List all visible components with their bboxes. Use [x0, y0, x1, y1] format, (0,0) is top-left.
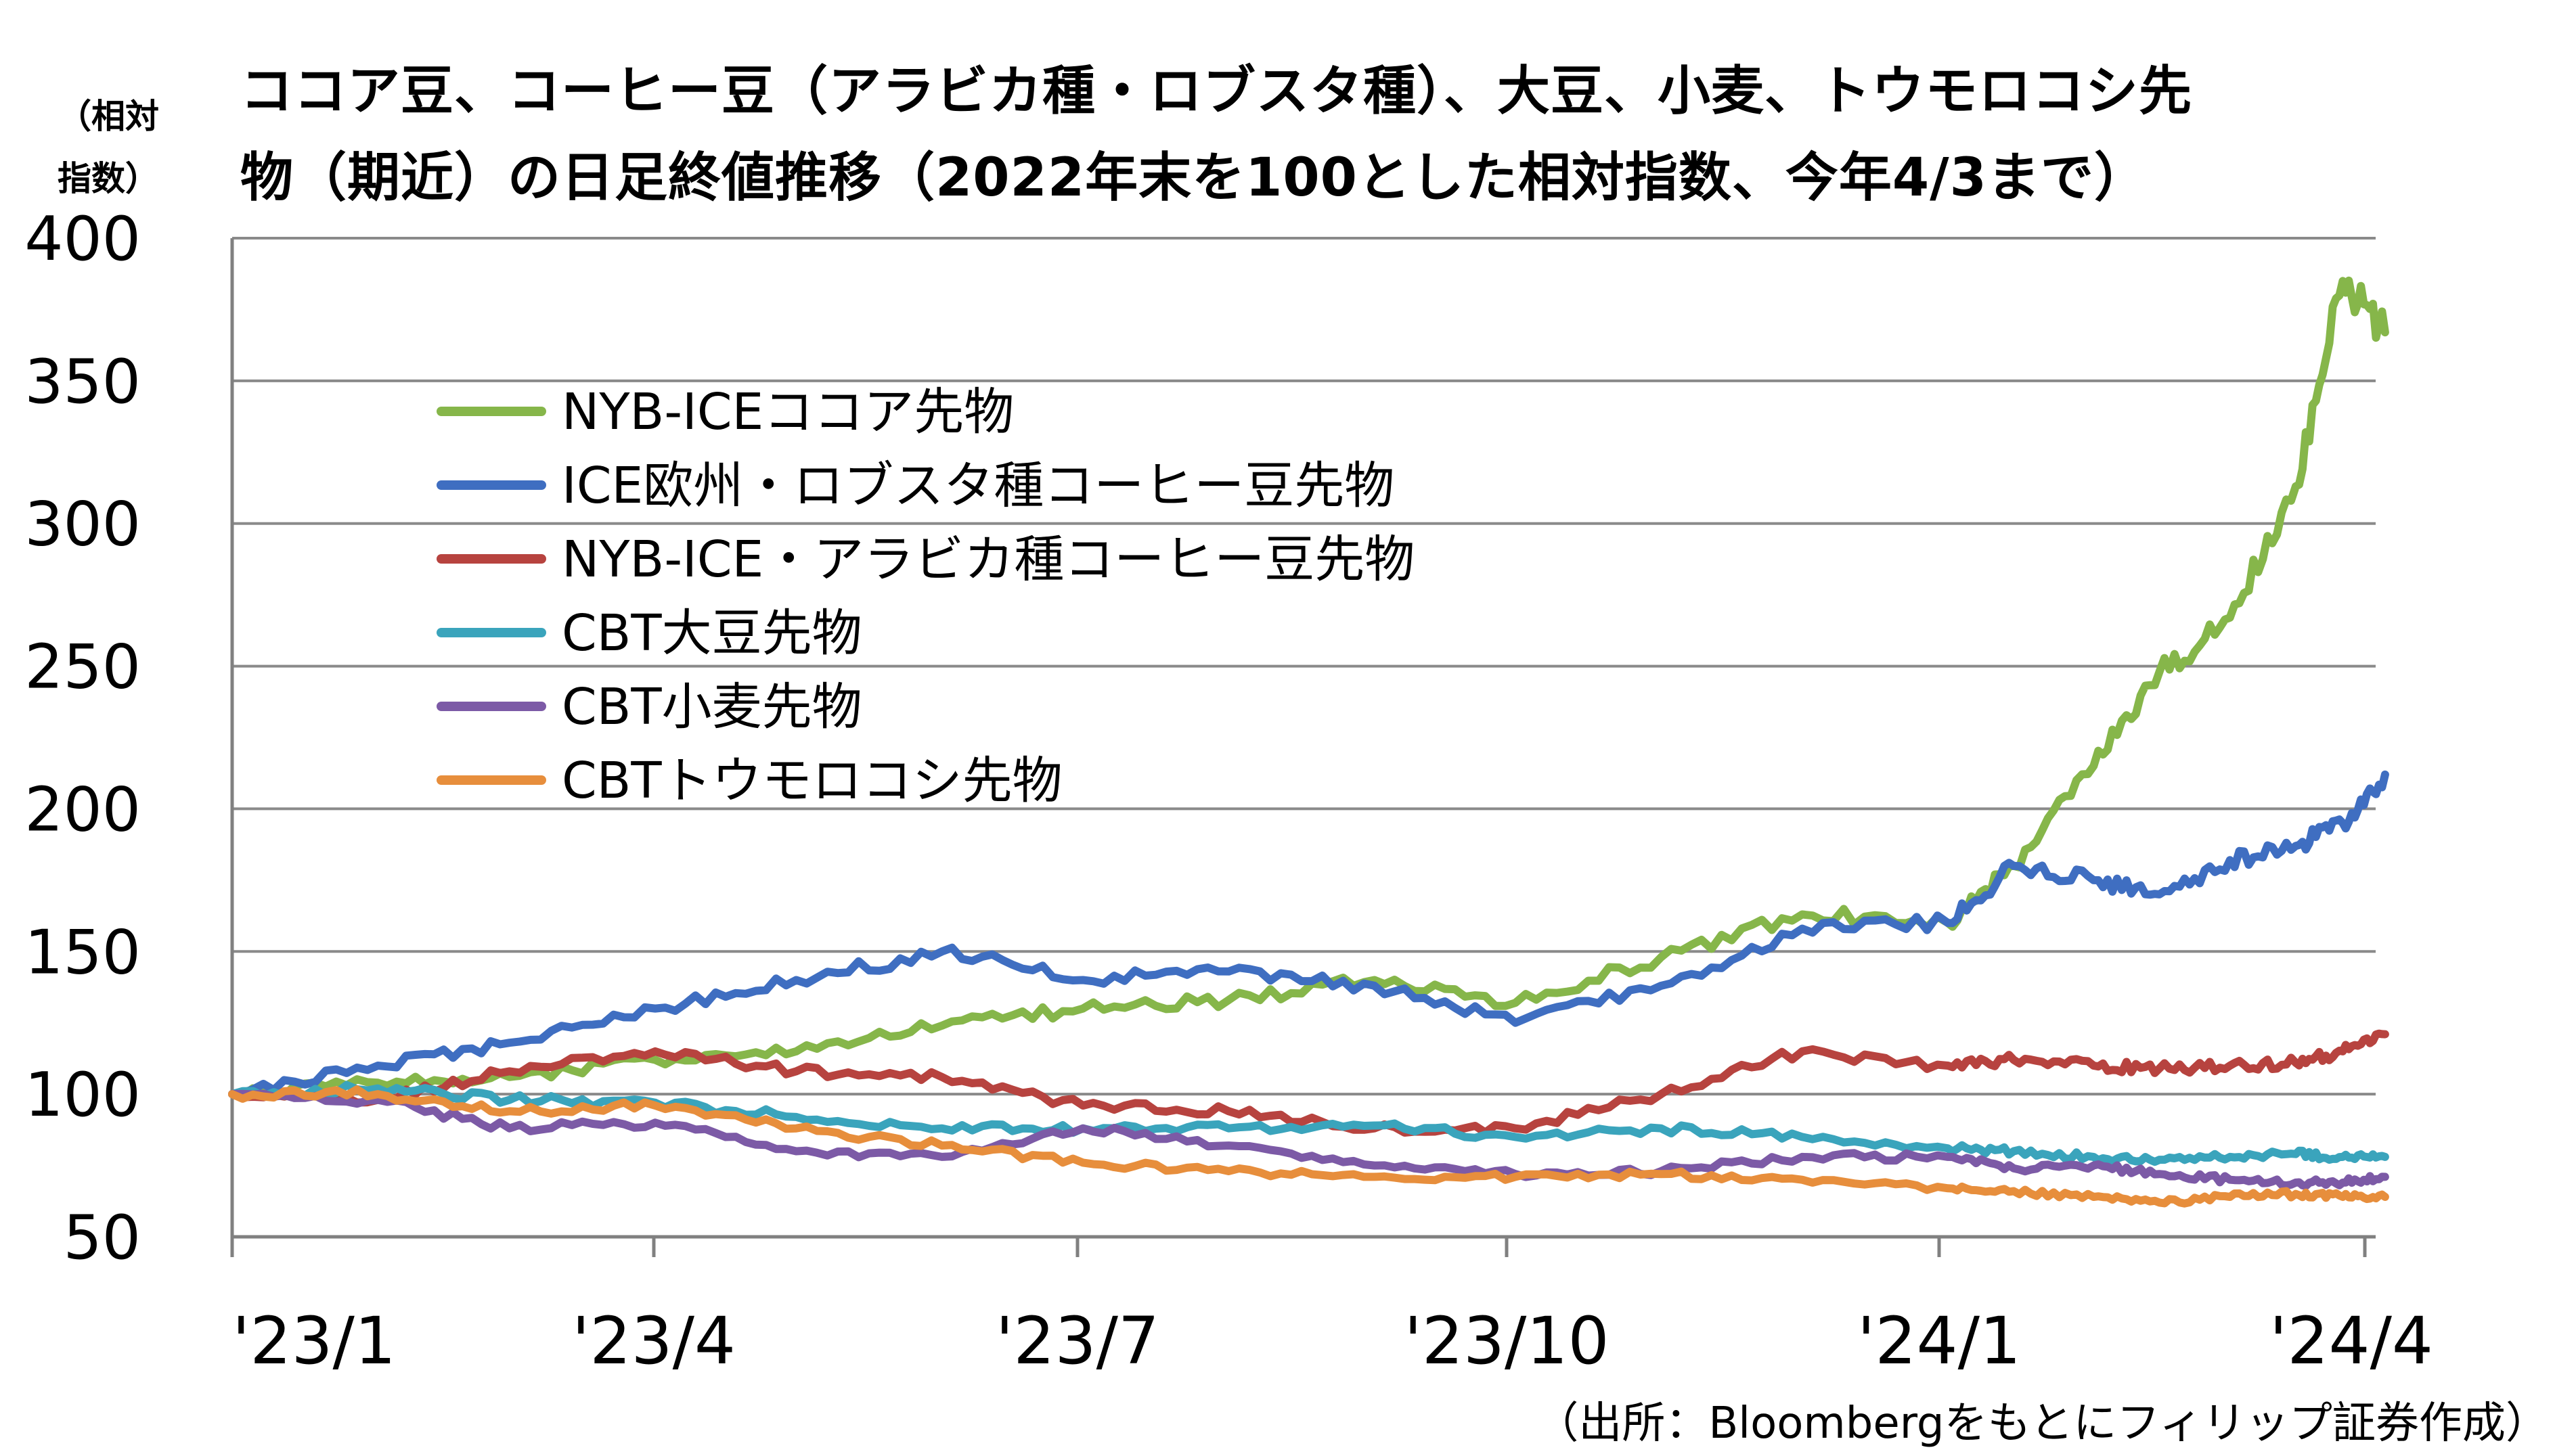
legend-label-3: CBT大豆先物 [562, 604, 862, 662]
x-tick-label: '23/1 [232, 1303, 396, 1379]
legend-label-1: ICE欧州・ロブスタ種コーヒー豆先物 [562, 457, 1394, 515]
source-note: （出所：Bloombergをもとにフィリップ証券作成） [1535, 1399, 2549, 1449]
y-axis-label-line2: 指数） [58, 159, 159, 198]
grid-lines [232, 237, 2376, 1096]
legend-label-5: CBTトウモロコシ先物 [562, 752, 1063, 810]
series-line-1 [228, 770, 2389, 1099]
series-line-0 [228, 276, 2389, 1100]
x-tick-label: '23/4 [572, 1303, 736, 1379]
legend: NYB-ICEココア先物 ICE欧州・ロブスタ種コーヒー豆先物 NYB-ICE・アラ… [437, 383, 1415, 810]
y-tick-label: 150 [24, 917, 141, 988]
y-tick-label: 400 [24, 204, 141, 275]
x-tick-label: '23/7 [996, 1303, 1159, 1379]
y-tick-label: 300 [24, 489, 141, 560]
series-line-2 [228, 1029, 2389, 1137]
x-tick-label: '23/10 [1404, 1303, 1609, 1379]
y-tick-label: 100 [24, 1060, 141, 1131]
legend-label-0: NYB-ICEココア先物 [562, 383, 1014, 441]
y-tick-label: 50 [63, 1202, 141, 1273]
y-tick-label: 350 [24, 346, 141, 417]
axes: 50 100 150 200 250 300 350 400 '23/1 '23/4 '23/7 '2… [24, 204, 2433, 1379]
legend-label-2: NYB-ICE・アラビカ種コーヒー豆先物 [562, 530, 1415, 589]
y-tick-label: 250 [24, 632, 141, 703]
series-line-3 [228, 1081, 2389, 1166]
chart-title-line2: 物（期近）の日足終値推移（2022年末を100とした相対指数、今年4/3まで） [240, 147, 2148, 208]
series-lines [228, 276, 2389, 1208]
y-axis-label-line1: （相対 [58, 97, 159, 136]
x-tick-label: '24/1 [1857, 1303, 2021, 1379]
y-tick-label: 200 [24, 774, 141, 845]
x-tick-label: '24/4 [2269, 1303, 2433, 1379]
legend-label-4: CBT小麦先物 [562, 678, 862, 736]
chart-title-line1: ココア豆、コーヒー豆（アラビカ種・ロブスタ種）、大豆、小麦、トウモロコシ先 [240, 61, 2193, 122]
series-line-5 [228, 1085, 2389, 1208]
